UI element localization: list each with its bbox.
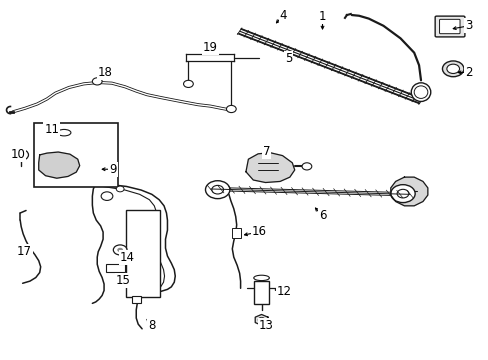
Circle shape [302,163,311,170]
Circle shape [18,152,24,157]
Text: 4: 4 [279,9,286,22]
Text: 18: 18 [98,66,113,79]
Bar [105,264,125,272]
Text: 17: 17 [17,245,32,258]
Polygon shape [245,153,294,183]
Circle shape [44,162,54,169]
Circle shape [446,64,459,73]
Circle shape [92,78,102,85]
Circle shape [390,185,414,203]
Bar [126,211,159,297]
Text: 14: 14 [120,251,135,264]
Ellipse shape [410,83,430,102]
Circle shape [101,192,113,201]
Circle shape [14,149,28,160]
Bar [253,281,269,305]
Polygon shape [39,152,80,178]
Circle shape [396,189,408,198]
Text: 3: 3 [464,19,471,32]
Text: 6: 6 [318,210,325,222]
Text: 13: 13 [259,319,273,332]
Circle shape [258,318,264,322]
Circle shape [183,80,193,87]
Circle shape [442,61,463,77]
Bar [232,228,241,238]
Bar [132,296,141,303]
Text: 7: 7 [262,145,270,158]
Polygon shape [255,315,267,325]
Circle shape [211,185,223,194]
Bar [34,123,118,187]
Polygon shape [390,177,427,206]
Text: 1: 1 [318,10,325,23]
Text: 19: 19 [203,41,218,54]
FancyBboxPatch shape [434,16,464,37]
Text: 15: 15 [116,274,131,287]
Text: 9: 9 [109,163,116,176]
Ellipse shape [253,275,269,280]
Text: 16: 16 [251,225,266,238]
Text: 10: 10 [10,148,25,161]
Circle shape [205,181,229,199]
Circle shape [113,245,127,255]
Text: 11: 11 [44,123,59,136]
FancyBboxPatch shape [439,19,459,34]
Circle shape [116,186,124,192]
Text: 5: 5 [284,51,291,64]
Ellipse shape [45,130,59,136]
Ellipse shape [413,86,427,98]
Circle shape [226,105,236,113]
Circle shape [117,248,123,252]
Text: 2: 2 [464,66,471,79]
Text: 12: 12 [276,285,291,298]
Ellipse shape [57,130,71,136]
Text: 8: 8 [148,319,155,332]
